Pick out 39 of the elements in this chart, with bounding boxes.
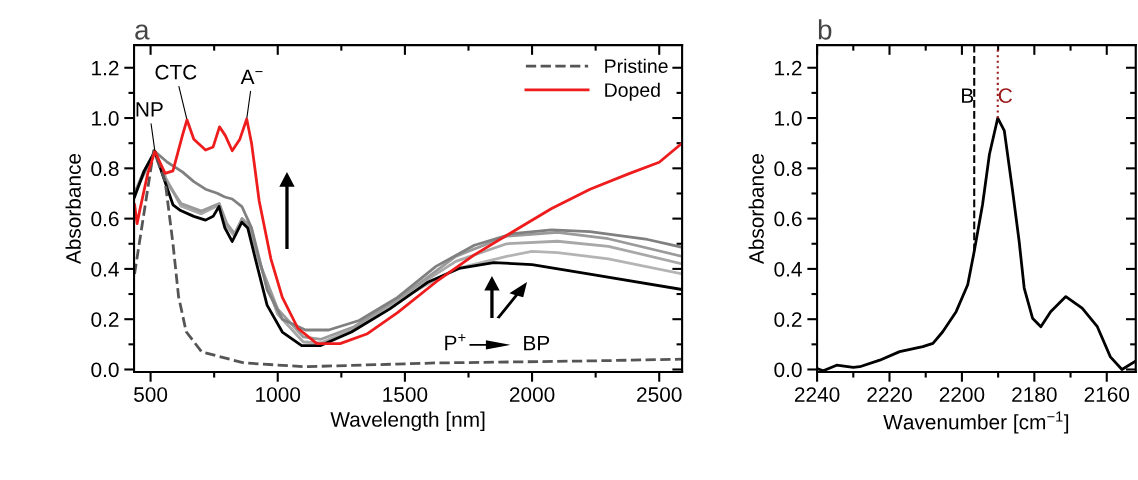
x-tick-label: 2160 — [1084, 387, 1130, 402]
y-tick-label: 1.0 — [92, 111, 119, 126]
x-tick-label: 2240 — [794, 387, 840, 402]
y-tick-label: 0.0 — [91, 362, 119, 378]
y-tick-label: 0.8 — [91, 161, 119, 177]
y-tick-label: 0.0 — [774, 362, 802, 378]
chart-title: b — [818, 19, 832, 40]
annotation: CTC — [155, 64, 197, 80]
y-tick-label: 0.6 — [91, 211, 119, 227]
x-tick-label: 1000 — [256, 387, 301, 402]
x-tick-label: 2200 — [939, 387, 985, 402]
y-axis-title: Absorbance — [65, 153, 81, 265]
x-tick-label: 2180 — [1012, 387, 1057, 402]
y-tick-label: 1.0 — [775, 111, 802, 126]
y-axis-title: Absorbance — [748, 153, 764, 265]
y-tick-label: 1.2 — [775, 60, 802, 76]
legend-label: Pristine — [605, 58, 668, 74]
x-tick-label: 500 — [134, 387, 168, 402]
chart-title: a — [135, 24, 150, 40]
y-tick-label: 0.2 — [774, 312, 802, 327]
y-tick-label: 0.4 — [91, 261, 119, 277]
x-axis-title: Wavelength [nm] — [330, 411, 485, 431]
ref-line-label: C — [998, 88, 1013, 104]
y-tick-label: 0.6 — [774, 211, 802, 227]
y-tick-label: 0.8 — [774, 161, 802, 177]
annotation: NP — [136, 102, 163, 117]
annotation: BP — [524, 335, 550, 351]
y-tick-label: 1.2 — [92, 60, 119, 76]
legend-label: Doped — [605, 82, 660, 101]
ref-line-label: B — [962, 88, 974, 103]
x-tick-label: 1500 — [383, 387, 428, 402]
x-axis-title: Wavenumber [cm$^{−1}$] — [883, 411, 1069, 434]
x-tick-label: 2220 — [867, 387, 912, 402]
x-tick-label: 2500 — [637, 387, 682, 402]
annotation: P$^{+}$ — [445, 334, 466, 351]
y-tick-label: 0.2 — [91, 312, 119, 327]
annotation: A$^{−}$ — [240, 69, 263, 85]
x-tick-label: 2000 — [509, 387, 555, 402]
y-tick-label: 0.4 — [774, 261, 802, 277]
